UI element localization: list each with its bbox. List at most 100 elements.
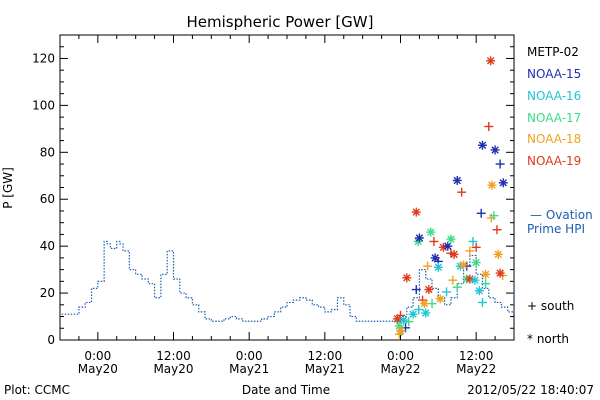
north-point: [438, 242, 448, 252]
y-axis-label: P [GW]: [1, 167, 15, 209]
plot-clip-group: [60, 56, 514, 339]
x-tick-label-time: 12:00: [459, 349, 494, 363]
legend-entry-noaa-16: NOAA-16: [527, 89, 581, 103]
legend-entry-noaa-17: NOAA-17: [527, 111, 581, 125]
legend-ovation-name: Prime HPI: [527, 222, 585, 236]
x-tick-label-date: May22: [456, 362, 496, 376]
south-point: [414, 305, 424, 314]
north-point-d2: [475, 286, 484, 295]
north-point-d2: [427, 228, 435, 236]
north-point: [487, 180, 497, 190]
south-point: [429, 236, 439, 246]
north-point-d2: [439, 243, 448, 252]
north-point: [486, 56, 496, 66]
north-point: [414, 233, 424, 243]
north-point: [392, 314, 402, 324]
south-point: [489, 211, 499, 221]
north-point-d2: [396, 326, 405, 335]
x-tick-label-time: 0:00: [387, 349, 414, 363]
north-point-d2: [453, 176, 461, 185]
north-point: [493, 249, 503, 259]
south-point: [457, 187, 467, 197]
north-point: [446, 234, 456, 244]
north-point: [459, 260, 469, 270]
y-tick-label: 100: [32, 98, 55, 112]
north-point-d2: [496, 269, 504, 277]
north-point: [396, 326, 405, 336]
north-point-d2: [409, 310, 417, 318]
x-tick-label-time: 12:00: [308, 349, 343, 363]
north-point-d2: [436, 295, 444, 303]
x-tick-label-time: 0:00: [236, 349, 263, 363]
north-point-d2: [421, 309, 430, 317]
legend: METP-02 NOAA-15 NOAA-16 NOAA-17 NOAA-18 …: [527, 45, 593, 346]
north-point-d2: [471, 276, 479, 284]
legend-ovation-line: — Ovation: [530, 208, 593, 222]
legend-north-marker: * north: [527, 332, 569, 346]
north-point-d2: [450, 250, 458, 259]
north-point-d2: [494, 250, 502, 259]
south-point: [495, 159, 505, 169]
plot-credit: Plot: CCMC: [4, 383, 70, 397]
north-point: [411, 207, 421, 217]
north-point: [449, 249, 459, 259]
south-point: [477, 297, 487, 307]
north-point-d2: [472, 258, 480, 267]
north-point: [419, 299, 429, 309]
south-point: [423, 261, 433, 271]
y-tick-label: 0: [47, 333, 55, 347]
north-point-d2: [420, 299, 429, 308]
chart-title: Hemispheric Power [GW]: [187, 13, 374, 31]
south-point: [411, 285, 421, 295]
north-point: [399, 315, 409, 325]
north-point: [424, 285, 434, 295]
north-point: [471, 258, 481, 268]
y-tick-label: 60: [40, 192, 55, 206]
north-point-d2: [491, 146, 499, 154]
x-tick-label-date: May21: [305, 362, 345, 376]
y-tick-label: 120: [32, 51, 55, 65]
north-point: [421, 308, 431, 318]
south-point: [465, 246, 475, 256]
south-point: [452, 282, 462, 292]
north-point: [498, 178, 508, 188]
north-point: [443, 241, 453, 251]
north-point: [481, 269, 491, 279]
north-point: [426, 227, 436, 237]
north-point: [495, 268, 505, 278]
legend-entry-metp-02: METP-02: [527, 45, 579, 59]
south-point: [481, 279, 491, 289]
x-tick-label-time: 12:00: [156, 349, 191, 363]
north-point-d2: [447, 235, 455, 243]
legend-entry-noaa-19: NOAA-19: [527, 154, 581, 168]
y-tick-label: 40: [40, 239, 55, 253]
south-point: [476, 208, 486, 218]
north-point-d2: [434, 263, 443, 272]
x-axis-label: Date and Time: [242, 383, 330, 397]
north-point-d2: [403, 274, 411, 282]
north-point: [490, 145, 500, 155]
north-point-d2: [425, 285, 433, 294]
south-point: [484, 122, 494, 131]
north-point-d2: [444, 242, 452, 250]
south-point: [468, 236, 478, 246]
legend-south-marker: + south: [527, 299, 574, 313]
x-tick-label-date: May21: [229, 362, 269, 376]
x-tick-label-date: May20: [78, 362, 118, 376]
x-tick-label-date: May20: [153, 362, 193, 376]
south-point: [442, 287, 452, 297]
plot-area: 0204060801001200:00May2012:00May200:00Ma…: [32, 34, 515, 376]
x-tick-label-time: 0:00: [84, 349, 111, 363]
north-point: [430, 253, 440, 263]
north-point-d2: [486, 57, 495, 65]
north-point: [402, 273, 412, 283]
north-point-d2: [399, 316, 408, 324]
north-point-d2: [478, 141, 487, 150]
north-point-d2: [481, 270, 490, 279]
y-tick-label: 20: [40, 286, 55, 300]
legend-entry-noaa-15: NOAA-15: [527, 67, 581, 81]
plot-timestamp: 2012/05/22 18:40:07: [467, 383, 594, 397]
north-point-d2: [415, 234, 424, 242]
north-point: [408, 309, 418, 319]
